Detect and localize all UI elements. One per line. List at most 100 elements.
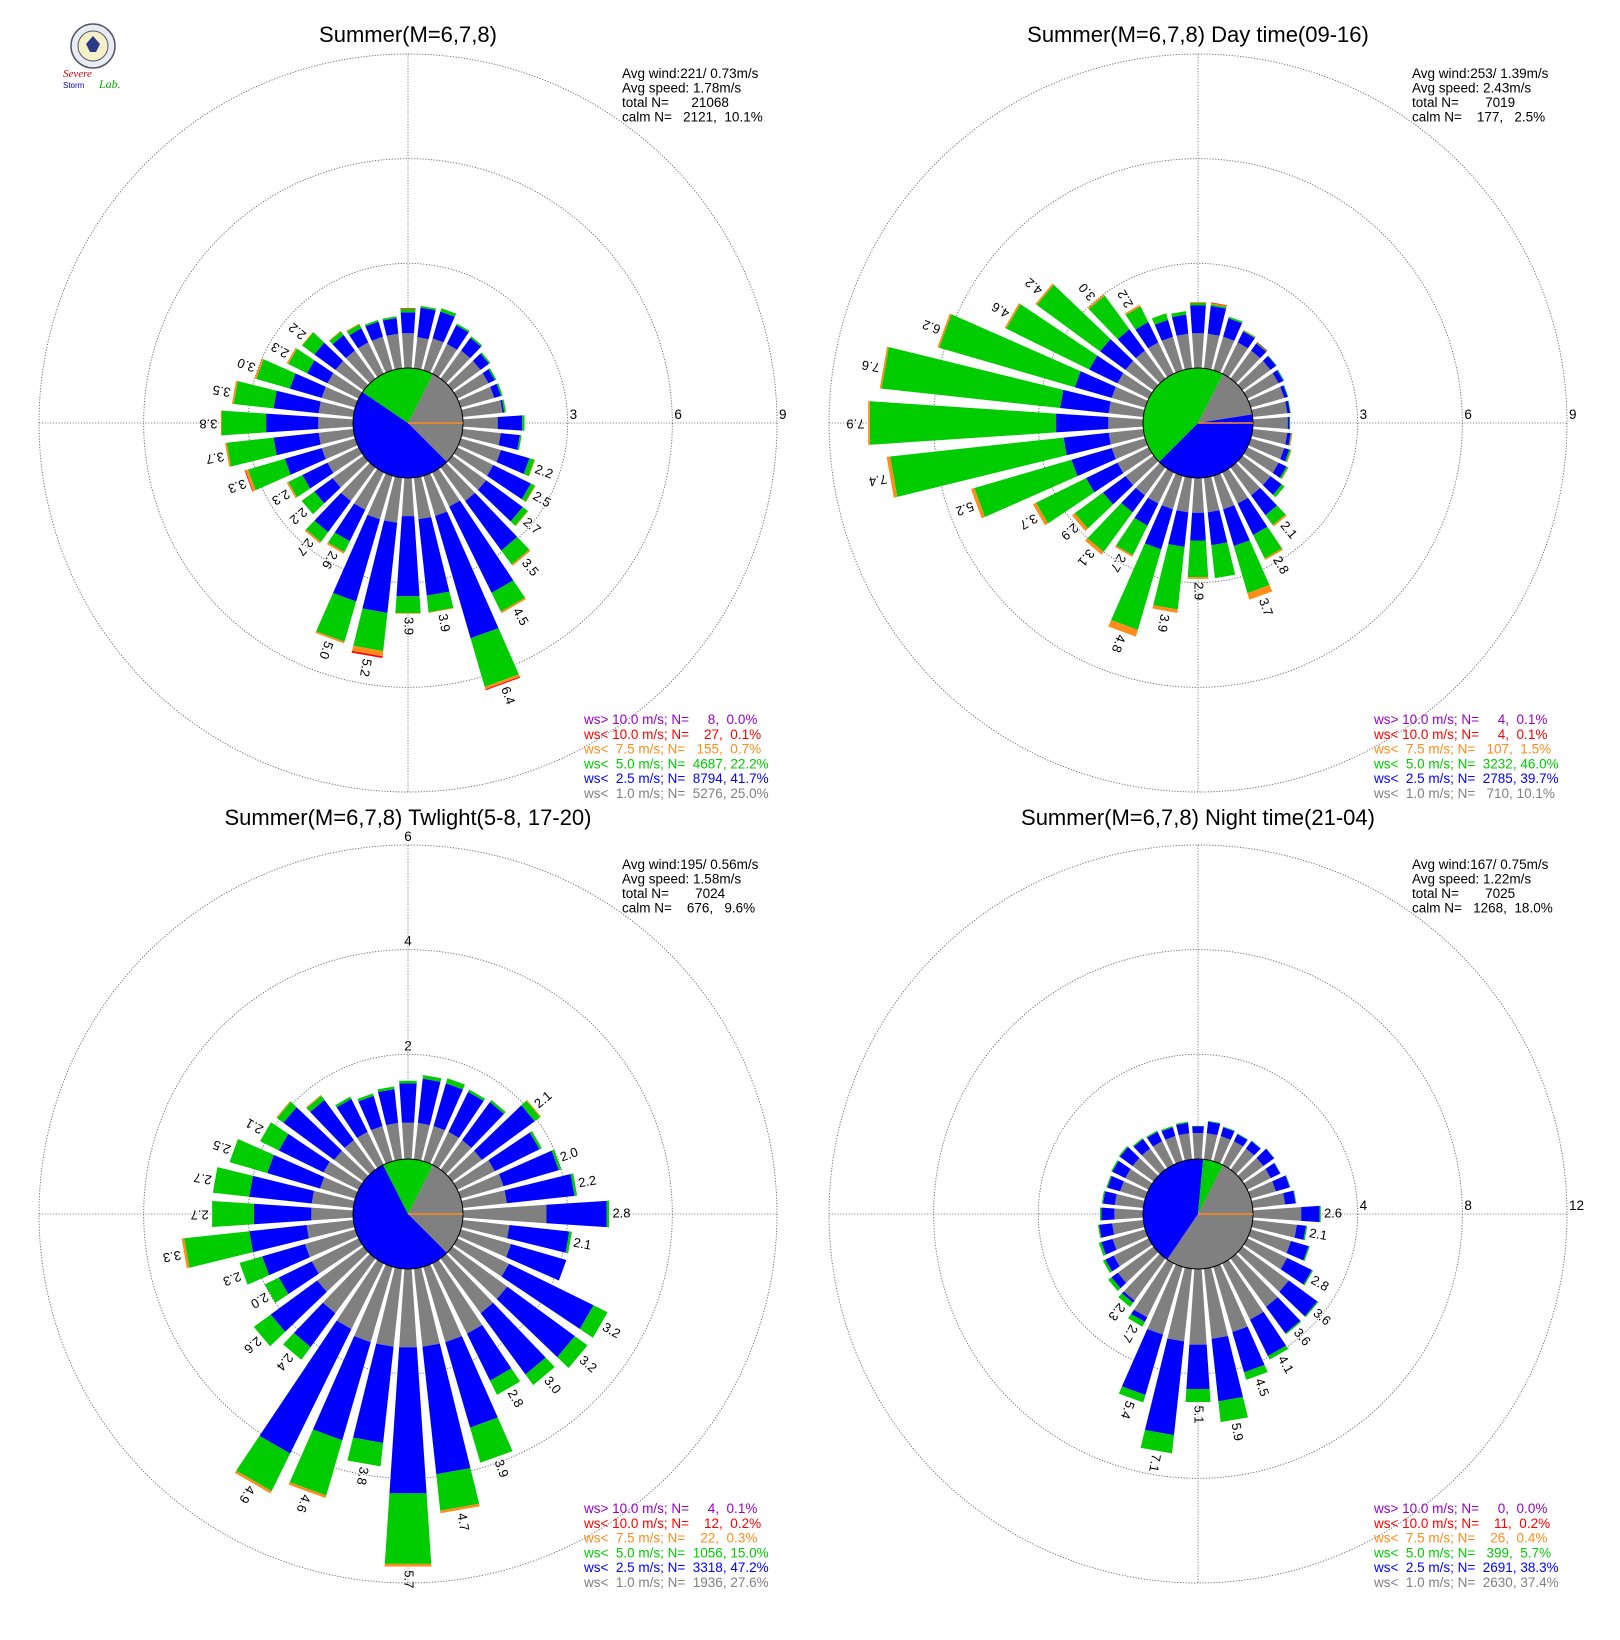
bar-segment-orange — [440, 1503, 480, 1514]
bar-segment-calm — [1112, 1219, 1145, 1235]
bar-segment-green — [382, 316, 397, 321]
direction-bar — [432, 1259, 521, 1395]
bar-segment-calm — [311, 1207, 354, 1221]
direction-bar — [400, 308, 416, 369]
bar-segment-blue — [1117, 329, 1145, 359]
bar-segment-calm — [447, 455, 487, 491]
stats-line: Avg speed: 1.58m/s — [622, 872, 741, 887]
bar-segment-blue — [1251, 487, 1278, 516]
bar-segment-calm — [432, 1259, 483, 1334]
bar-value-label: 3.7 — [205, 449, 225, 467]
bar-segment-calm — [1108, 428, 1145, 445]
bar-segment-green — [1161, 1126, 1173, 1132]
bar-segment-blue — [497, 415, 523, 431]
bar-value-label: 3.2 — [600, 1319, 623, 1341]
bar-segment-blue — [499, 1150, 559, 1187]
bar-segment-blue — [1237, 331, 1255, 349]
bar-value-label: 4.8 — [1109, 633, 1129, 655]
bar-segment-green — [1266, 1148, 1275, 1159]
bar-segment-green — [212, 1200, 254, 1228]
bar-segment-calm — [1125, 455, 1159, 486]
bar-segment-orange — [528, 459, 536, 477]
bar-segment-blue — [504, 1174, 575, 1204]
legend-entry: ws< 5.0 m/s; N= 399, 5.7% — [1373, 1545, 1551, 1560]
direction-bar — [1171, 311, 1193, 370]
direction-bar — [1230, 1140, 1262, 1175]
bar-segment-orange — [1264, 548, 1283, 560]
bar-segment-blue — [1280, 1257, 1312, 1285]
legend-entry: ws> 10.0 m/s; N= 0, 0.0% — [1373, 1501, 1547, 1516]
bar-segment-orange — [1189, 301, 1207, 304]
bar-segment-calm — [1135, 462, 1166, 496]
bar-value-label: 2.7 — [1107, 552, 1129, 575]
bar-segment-orange — [328, 330, 341, 341]
bar-segment-calm — [462, 417, 498, 429]
direction-bar — [395, 477, 421, 614]
bar-segment-green — [1111, 1160, 1119, 1172]
bar-segment-calm — [458, 1173, 504, 1199]
bar-segment-orange — [245, 469, 256, 492]
bar-segment-calm — [423, 1126, 445, 1164]
bar-segment-green — [353, 608, 388, 652]
direction-bar — [970, 438, 1148, 519]
direction-bar — [384, 1268, 432, 1567]
bar-segment-calm — [332, 455, 369, 488]
grid-ring — [38, 53, 778, 793]
bar-segment-calm — [447, 1246, 508, 1300]
bar-segment-blue — [480, 1302, 546, 1375]
bar-segment-green — [247, 458, 291, 491]
bar-segment-orange — [511, 549, 531, 566]
bar-segment-green — [1118, 1293, 1134, 1307]
bar-segment-calm — [357, 1131, 384, 1169]
bar-segment-blue — [273, 390, 321, 414]
bar-segment-blue — [1121, 1291, 1135, 1303]
direction-bar — [181, 1219, 355, 1269]
bar-segment-red — [400, 308, 416, 309]
bar-segment-green — [184, 1231, 253, 1268]
bar-value-label: 2.8 — [505, 1387, 527, 1410]
bar-segment-blue — [1086, 462, 1124, 493]
direction-bar — [328, 330, 376, 384]
calm-pie — [352, 367, 464, 479]
bar-segment-green — [490, 1368, 521, 1395]
bar-segment-calm — [1117, 373, 1153, 399]
bar-segment-blue — [1121, 487, 1145, 513]
bar-segment-blue — [310, 1099, 354, 1148]
bar-segment-calm — [1243, 373, 1279, 399]
bar-value-label: 2.5 — [211, 1137, 233, 1157]
bar-segment-orange — [1071, 513, 1088, 532]
direction-bar — [1106, 1175, 1148, 1199]
bar-segment-calm — [386, 1122, 403, 1161]
bar-segment-orange — [326, 542, 345, 554]
direction-bar — [1189, 301, 1207, 369]
bar-segment-calm — [340, 462, 376, 502]
bar-segment-calm — [1248, 386, 1285, 408]
bar-segment-green — [1265, 505, 1286, 526]
bar-segment-green — [277, 1101, 297, 1123]
legend-entry: ws< 2.5 m/s; N= 2785, 39.7% — [1373, 771, 1559, 786]
bar-segment-calm — [1251, 1193, 1286, 1209]
direction-bar — [1118, 1146, 1159, 1182]
bar-segment-green — [256, 359, 296, 389]
bar-segment-orange — [286, 347, 298, 365]
bar-segment-calm — [1213, 1136, 1231, 1164]
bar-segment-green — [1074, 492, 1113, 529]
bar-segment-green — [1293, 1190, 1297, 1204]
bar-segment-blue — [1144, 1338, 1185, 1436]
direction-bar — [1175, 1121, 1193, 1161]
bar-segment-blue — [1190, 512, 1206, 541]
direction-bar — [1161, 1126, 1183, 1164]
bar-segment-calm — [1111, 386, 1148, 408]
bar-segment-blue — [1171, 314, 1189, 336]
bar-value-label: 5.2 — [954, 499, 976, 519]
bar-value-label: 4.5 — [510, 605, 532, 628]
bar-segment-calm — [1192, 333, 1204, 369]
bar-segment-calm — [334, 1150, 369, 1182]
legend-entry: ws> 10.0 m/s; N= 8, 0.0% — [583, 712, 757, 727]
bar-segment-calm — [401, 477, 415, 517]
bar-segment-blue — [336, 1098, 368, 1138]
bar-segment-blue — [417, 1078, 441, 1126]
direction-bar — [1087, 294, 1166, 384]
direction-bar — [1222, 1259, 1289, 1360]
bar-segment-green — [1233, 540, 1270, 594]
